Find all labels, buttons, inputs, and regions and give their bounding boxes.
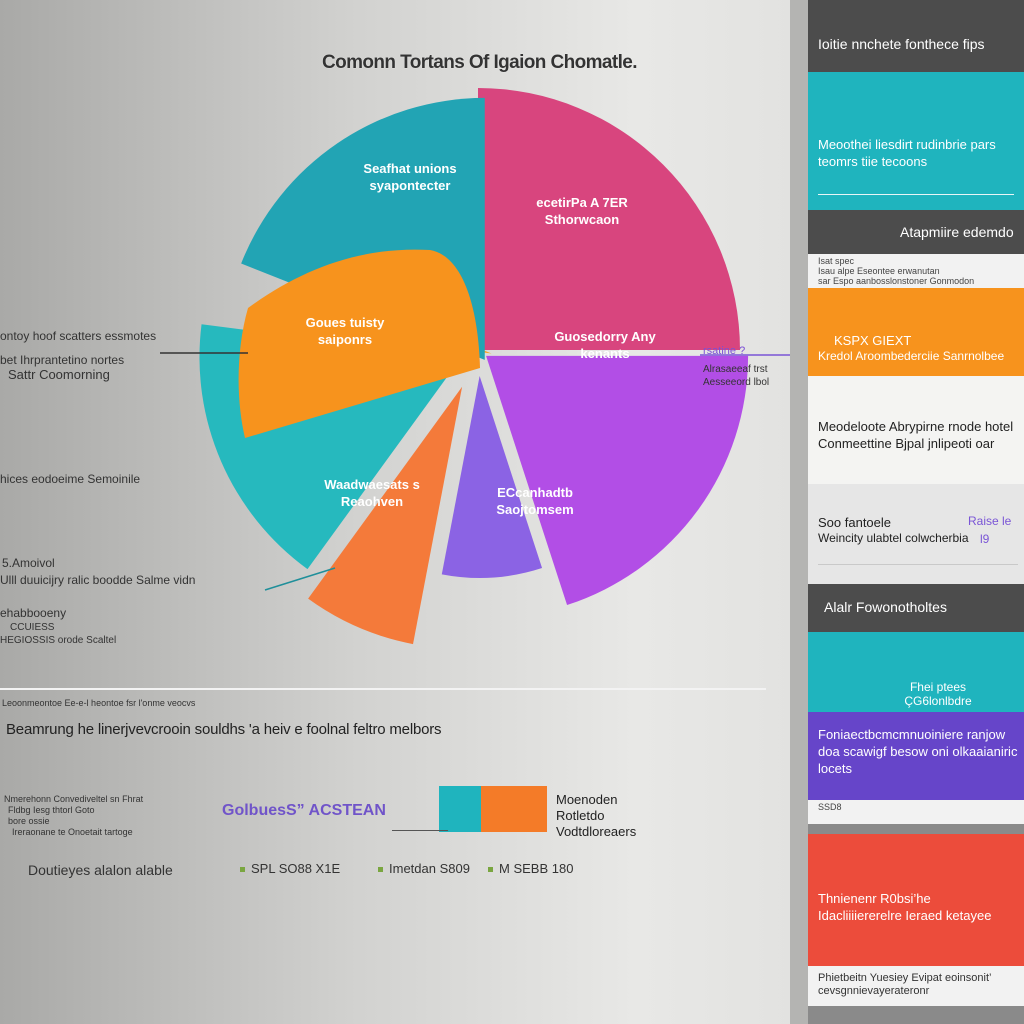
- legend-title: Moenoden: [556, 792, 618, 807]
- slice-label-orange: Goues tuisty saiponrs: [305, 315, 385, 347]
- card-grey: Soo fantoele Weincity ulabtel colwcherbi…: [808, 484, 1024, 584]
- stat-1: SPL SO88 X1E: [240, 861, 340, 876]
- stat-3-text: M SEBB 180: [499, 861, 574, 876]
- pie-slice-orange-overlay: [238, 249, 480, 438]
- legend-swatch-orange: [481, 786, 547, 832]
- stat-1-text: SPL SO88 X1E: [251, 861, 341, 876]
- divider: [0, 688, 766, 690]
- left-label-2: bet Ihrprantetino nortes: [0, 353, 125, 367]
- card-red-text: Thnienenr R0bsi’he Idacliiiiererelre Ier…: [818, 891, 992, 923]
- legend-line-4: Ireraonane te Onoetait tartoge: [12, 827, 133, 837]
- right-panel-edge: [790, 0, 808, 1024]
- heading-2-bar: Atapmiire edemdo: [808, 210, 1024, 254]
- card-grey-text-1: Soo fantoele: [818, 515, 892, 530]
- card-purple-footer: SSD8: [808, 800, 1024, 824]
- right-label-1: rsatine ?: [703, 345, 746, 357]
- card-red-footer: Phietbeitn Yuesiey Evipat eoinsonit’ cev…: [808, 966, 1024, 1006]
- card-purple-text: Foniaectbcmcmnuoiniere ranjow doa scawig…: [818, 727, 1018, 776]
- legend-sub-1: Rotletdo: [556, 808, 605, 823]
- left-label-4: hices eodoeime Semoinile: [0, 472, 141, 486]
- purple-legend-text: GolbuesS” ACSTEAN: [222, 802, 386, 819]
- card-small-line-1: Isat spec: [818, 256, 855, 266]
- left-label-3: Sattr Coomorning: [8, 367, 110, 382]
- stat-3-bullet: [488, 867, 493, 873]
- stat-2-bullet: [378, 867, 383, 873]
- stat-2: Imetdan S809: [378, 861, 470, 876]
- card-teal-1-rule: [818, 194, 1014, 195]
- legend-sub-2: Vodtdloreaers: [556, 824, 637, 839]
- left-label-1: ontoy hoof scatters essmotes: [0, 329, 157, 343]
- stat-1-bullet: [240, 867, 245, 873]
- legend-pointer-line: [392, 830, 448, 831]
- legend-line-2: Fldbg Iesg thtorl Goto: [8, 805, 95, 815]
- left-label-8: CCUIESS: [10, 622, 55, 633]
- card-small-line-2: Isau alpe Eseontee erwanutan: [818, 266, 940, 276]
- footer-label: Doutieyes alalon alable: [28, 862, 173, 878]
- pie-slice-1: [486, 355, 749, 606]
- slice-label-teal: ECcanhadtb Saojtomsem: [496, 485, 574, 517]
- stat-3: M SEBB 180: [488, 861, 573, 876]
- left-label-9: HEGIOSSIS orode Scaltel: [0, 635, 117, 646]
- slice-label-pink: Seafhat unions syapontecter: [363, 161, 457, 193]
- pie-slice-3: [308, 386, 463, 645]
- panel-header-text: Ioitie nnchete fonthece fips: [818, 36, 985, 52]
- card-teal-1: Meoothei liesdirt rudinbrie pars teomrs …: [808, 72, 1024, 210]
- leader-line-2: [264, 567, 336, 591]
- left-label-7: ehabbooeny: [0, 606, 67, 620]
- left-label-6: Ulll duuicijry ralic boodde Salme vidn: [0, 573, 196, 587]
- card-purple: Foniaectbcmcmnuoiniere ranjow doa scawig…: [808, 712, 1024, 800]
- card-teal-2: Fhei ptees ÇG6lonlbdre: [808, 632, 1024, 712]
- card-white-text: Meodeloote Abrypirne rnode hotel Conmeet…: [818, 419, 1014, 451]
- card-small-white: Isat spec Isau alpe Eseontee erwanutan s…: [808, 254, 1024, 288]
- card-orange-text-1: KSPX GIEXT: [834, 333, 912, 348]
- legend-line-1: Nmerehonn Convediveltel sn Fhrat: [4, 794, 144, 804]
- card-orange-text-2: Kredol Aroombederciie Sanrnolbee: [818, 349, 1005, 363]
- heading-3-text: Alalr Fowonotholtes: [824, 599, 947, 615]
- bottom-heading: Beamrung he linerjvevcrooin souldhs 'a h…: [6, 721, 442, 738]
- pie-slice-2: [441, 375, 543, 578]
- heading-2-text: Atapmiire edemdo: [900, 224, 1014, 240]
- card-small-line-3: sar Espo aanbosslonstoner Gonmodon: [818, 276, 975, 286]
- panel-header: Ioitie nnchete fonthece fips: [808, 0, 1024, 72]
- legend-swatch-teal: [439, 786, 481, 832]
- card-red: Thnienenr R0bsi’he Idacliiiiererelre Ier…: [808, 834, 1024, 966]
- card-teal-2-text: Fhei ptees ÇG6lonlbdre: [904, 680, 972, 708]
- pie-chart: [160, 88, 790, 645]
- stat-2-text: Imetdan S809: [389, 861, 470, 876]
- chart-title: Comonn Tortans Of Igaion Chomatle.: [322, 52, 638, 73]
- card-grey-purple-2: l9: [980, 532, 990, 546]
- right-label-3: Aesseeord lbol: [703, 377, 770, 388]
- bottom-note: Leoonmeontoe Ee-e-l heontoe fsr l'onme v…: [2, 698, 196, 708]
- slice-label-blue: Waadwaesats s Reaohven: [324, 477, 420, 509]
- left-label-5: 5.Amoivol: [2, 556, 55, 570]
- right-label-2: Alrasaeeaf trst: [703, 364, 768, 375]
- heading-3-bar: Alalr Fowonotholtes: [808, 584, 1024, 632]
- card-red-footer-text: Phietbeitn Yuesiey Evipat eoinsonit’ cev…: [818, 972, 992, 997]
- legend-line-3: bore ossie: [8, 816, 50, 826]
- card-grey-purple-1: Raise le: [968, 514, 1012, 528]
- card-purple-footer-text: SSD8: [818, 802, 842, 812]
- card-orange: KSPX GIEXT Kredol Aroombederciie Sanrnol…: [808, 288, 1024, 376]
- card-white: Meodeloote Abrypirne rnode hotel Conmeet…: [808, 376, 1024, 484]
- card-grey-rule: [818, 564, 1018, 565]
- card-teal-1-text: Meoothei liesdirt rudinbrie pars teomrs …: [818, 137, 996, 169]
- card-grey-text-2: Weincity ulabtel colwcherbia: [818, 531, 969, 545]
- slice-label-lavender: Guosedorry Any kenants: [554, 329, 656, 361]
- slice-label-violet: ecetirPa A 7ER Sthorwcaon: [536, 195, 628, 227]
- pie-slice-0: [478, 88, 740, 350]
